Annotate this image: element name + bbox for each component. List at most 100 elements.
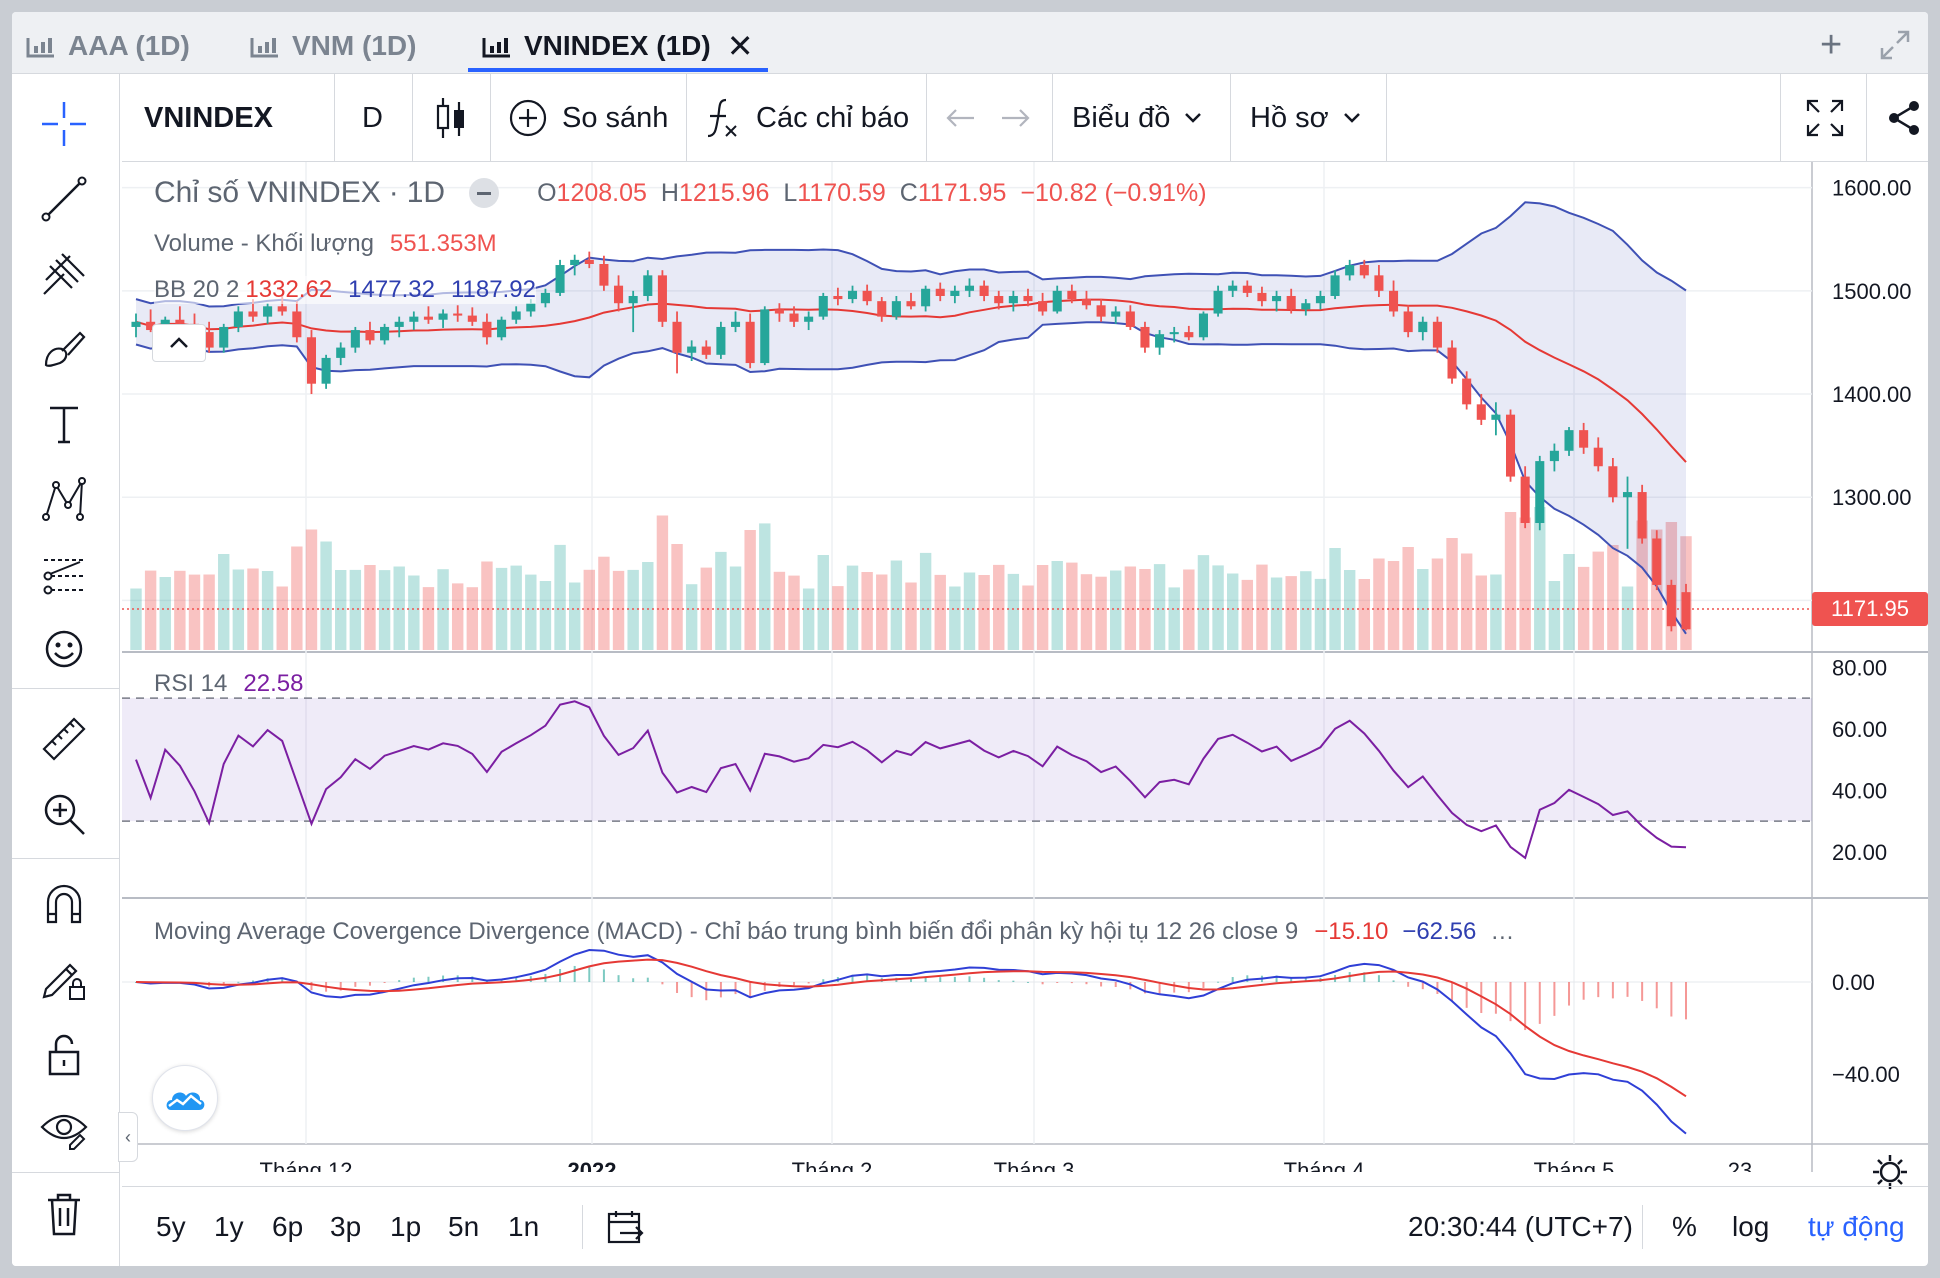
candle-body xyxy=(233,311,243,327)
eye-icon[interactable] xyxy=(32,1099,96,1159)
chart-type-button[interactable] xyxy=(434,74,468,162)
close-tab-icon[interactable]: ✕ xyxy=(726,28,754,64)
collapse-left-panel-icon[interactable]: ‹ xyxy=(118,1112,138,1162)
symbol-search[interactable]: VNINDEX xyxy=(144,101,273,134)
unlock-icon[interactable] xyxy=(32,1024,96,1084)
high-value: 1215.96 xyxy=(678,178,770,207)
range-3p[interactable]: 3p xyxy=(330,1211,362,1242)
trash-icon[interactable] xyxy=(32,1184,96,1244)
volume-bar xyxy=(598,556,610,650)
pitchfork-icon[interactable] xyxy=(32,244,96,304)
percent-scale-button[interactable]: % xyxy=(1672,1211,1697,1242)
pattern-icon[interactable] xyxy=(32,469,96,529)
candle-body xyxy=(409,316,419,322)
volume-bar xyxy=(1153,564,1166,650)
volume-bar xyxy=(993,564,1005,650)
crosshair-icon[interactable] xyxy=(32,94,96,154)
volume-bar xyxy=(159,577,171,650)
tradingview-logo[interactable] xyxy=(152,1065,218,1131)
candle-body xyxy=(1389,290,1399,312)
macd-histogram-bar xyxy=(1231,977,1234,982)
macd-histogram-bar xyxy=(354,982,357,987)
candle-body xyxy=(1096,305,1106,317)
redo-icon[interactable] xyxy=(998,74,1032,162)
range-5n[interactable]: 5n xyxy=(448,1211,480,1242)
zoom-in-icon[interactable] xyxy=(32,784,96,844)
volume-bar xyxy=(627,569,639,650)
lock-drawing-icon[interactable] xyxy=(32,949,96,1009)
range-1n[interactable]: 1n xyxy=(508,1211,540,1242)
add-tab-icon[interactable]: + xyxy=(1820,24,1843,66)
macd-histogram-bar xyxy=(368,982,371,986)
bottom-toolbar: 5y 1y 6p 3p 1p 5n 1n 20:30:44 (UTC+7) % … xyxy=(122,1186,1928,1266)
chart-bars-icon xyxy=(482,38,510,58)
volume-bar xyxy=(788,575,800,650)
magnet-icon[interactable] xyxy=(32,874,96,934)
candle-body xyxy=(570,259,580,266)
candle-body xyxy=(336,347,346,358)
settings-gear-icon[interactable] xyxy=(1870,1152,1910,1197)
emoji-icon[interactable] xyxy=(32,619,96,679)
trend-line-icon[interactable] xyxy=(32,169,96,229)
volume-bar xyxy=(451,583,464,650)
tab-aaa[interactable]: AAA (1D) xyxy=(26,26,190,66)
chart-menu[interactable]: Biểu đồ xyxy=(1072,74,1202,162)
fullscreen-icon[interactable] xyxy=(1806,74,1844,162)
tab-vnm[interactable]: VNM (1D) xyxy=(250,26,416,66)
candle-body xyxy=(1038,301,1048,312)
legend-interval: 1D xyxy=(406,176,446,209)
expand-icon[interactable] xyxy=(1878,28,1912,72)
change-value: −10.82 (−0.91%) xyxy=(1020,178,1207,207)
range-6p[interactable]: 6p xyxy=(272,1211,304,1242)
ruler-icon[interactable] xyxy=(32,709,96,769)
log-scale-button[interactable]: log xyxy=(1732,1211,1770,1242)
candle-body xyxy=(1272,295,1282,302)
candle-body xyxy=(643,275,653,296)
collapse-legend-icon[interactable] xyxy=(469,178,500,208)
chart-canvas[interactable]: 1600.001500.001400.001300.001200.0080.00… xyxy=(122,162,1928,1172)
candle-body xyxy=(292,311,302,338)
rsi-legend: RSI 14 22.58 xyxy=(154,670,303,698)
candle-body xyxy=(1081,299,1092,306)
macd-histogram-bar xyxy=(1290,977,1293,982)
text-tool-icon[interactable] xyxy=(32,394,96,454)
profile-menu[interactable]: Hồ sơ xyxy=(1250,74,1361,162)
candle-body xyxy=(1432,321,1442,348)
range-1y[interactable]: 1y xyxy=(214,1211,244,1242)
volume-bar xyxy=(144,570,157,650)
indicators-button[interactable]: Các chỉ báo xyxy=(706,74,909,162)
chart-area[interactable]: 1600.001500.001400.001300.001200.0080.00… xyxy=(118,162,1928,1189)
rsi-band-fill xyxy=(122,698,1812,822)
candle-body xyxy=(1666,584,1676,627)
undo-icon[interactable] xyxy=(944,74,978,162)
range-5y[interactable]: 5y xyxy=(156,1211,186,1242)
macd-histogram-bar xyxy=(1685,982,1687,1020)
candle-body xyxy=(131,321,141,327)
macd-histogram-bar xyxy=(1407,982,1410,987)
candle-body xyxy=(204,332,214,348)
macd-histogram-bar xyxy=(866,975,869,982)
macd-histogram-bar xyxy=(398,980,401,982)
macd-histogram-bar xyxy=(310,982,313,991)
clock[interactable]: 20:30:44 (UTC+7) xyxy=(1408,1211,1633,1242)
toolbar-divider xyxy=(12,858,120,859)
brush-icon[interactable] xyxy=(32,319,96,379)
volume-bar xyxy=(963,572,976,650)
volume-bar xyxy=(1329,548,1341,650)
volume-bar xyxy=(1036,565,1049,650)
macd-histogram-bar xyxy=(676,982,679,993)
volume-bar xyxy=(685,584,698,650)
compare-button[interactable]: So sánh xyxy=(508,74,668,162)
macd-signal-value: −62.56 xyxy=(1402,918,1477,945)
auto-scale-button[interactable]: tự động xyxy=(1808,1211,1905,1242)
prediction-icon[interactable] xyxy=(32,544,96,604)
collapse-indicators-button[interactable] xyxy=(152,324,206,362)
range-1p[interactable]: 1p xyxy=(390,1211,422,1242)
macd-histogram-bar xyxy=(251,980,254,982)
tab-vnindex[interactable]: VNINDEX (1D) ✕ xyxy=(482,26,754,66)
interval-button[interactable]: D xyxy=(362,101,383,134)
go-to-date-icon[interactable] xyxy=(606,1187,644,1266)
candle-body xyxy=(438,313,448,320)
share-icon[interactable] xyxy=(1886,74,1922,162)
candle-body xyxy=(950,290,960,296)
